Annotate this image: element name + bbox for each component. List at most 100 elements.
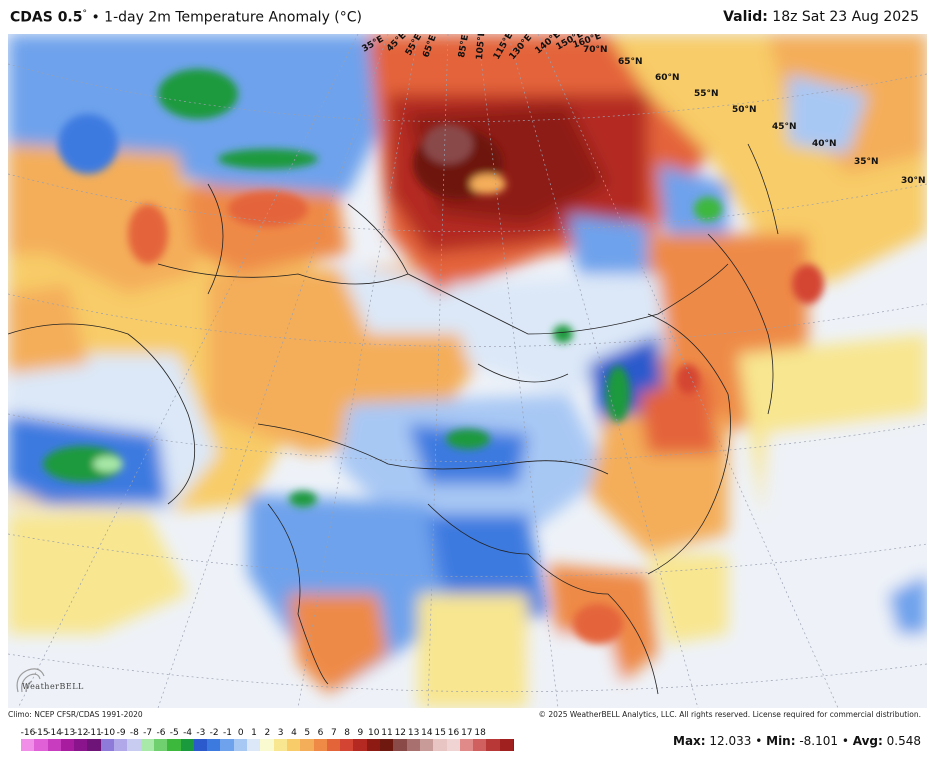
graticule: [8, 34, 927, 708]
colorbar-swatch: [60, 739, 76, 751]
avg-label: Avg:: [852, 734, 883, 748]
valid-time: Valid: 18z Sat 23 Aug 2025: [723, 9, 919, 25]
colorbar-swatch: [193, 739, 209, 751]
colorbar-swatch: [100, 739, 116, 751]
colorbar-label: 2: [264, 728, 271, 738]
colorbar-label: -16: [20, 728, 36, 738]
colorbar-swatch: [34, 739, 49, 751]
colorbar-swatch: [207, 739, 222, 751]
colorbar-label: 10: [367, 728, 380, 738]
colorbar-label: -2: [209, 728, 219, 738]
colorbar-swatch: [260, 739, 275, 751]
colorbar-label: 7: [330, 728, 337, 738]
anomaly-map[interactable]: 70°N 65°N 60°N 55°N 50°N 45°N 40°N 35°N …: [8, 34, 927, 708]
weatherbell-logo: [16, 668, 45, 693]
colorbar-swatch: [486, 739, 501, 751]
colorbar-label: 13: [407, 728, 420, 738]
colorbar-label: 4: [291, 728, 297, 738]
model-name: CDAS 0.5: [10, 9, 83, 26]
colorbar-cell: [486, 728, 501, 752]
colorbar-label: 3: [277, 728, 284, 738]
colorbar-swatch: [419, 739, 435, 751]
logo-text: WeatherBELL: [22, 682, 84, 691]
colorbar-swatch: [499, 739, 514, 751]
map-canvas: 70°N 65°N 60°N 55°N 50°N 45°N 40°N 35°N …: [8, 34, 927, 708]
stats-separator: •: [751, 734, 767, 748]
avg-value: 0.548: [882, 734, 921, 748]
lat-label: 35°N: [854, 157, 879, 167]
colorbar-swatch: [167, 739, 182, 751]
colorbar-swatch: [380, 739, 395, 751]
colorbar-label: -10: [100, 728, 116, 738]
lat-label: 55°N: [694, 89, 719, 99]
lat-label: 70°N: [583, 45, 608, 55]
lat-label: 40°N: [812, 139, 837, 149]
colorbar-swatch: [114, 739, 129, 751]
colorbar-label: -6: [156, 728, 166, 738]
copyright-note: © 2025 WeatherBELL Analytics, LLC. All r…: [538, 710, 921, 719]
colorbar-legend: -16 -15 -14 -13 -12 -11 -10 -9 -8 -7 -6 -5 -4 -3 -2 -1 0…: [21, 728, 514, 752]
anomaly-detail: [43, 69, 824, 644]
lat-labels: 70°N 65°N 60°N 55°N 50°N 45°N 40°N 35°N …: [583, 45, 926, 186]
colorbar-label: -15: [33, 728, 49, 738]
max-value: 12.033: [705, 734, 752, 748]
colorbar-swatch: [326, 739, 342, 751]
colorbar-swatch: [446, 739, 461, 751]
title-text: • 1-day 2m Temperature Anomaly (°C): [87, 9, 363, 26]
colorbar-swatch: [247, 739, 262, 751]
stats-summary: Max: 12.033 • Min: -8.101 • Avg: 0.548: [673, 734, 921, 748]
colorbar-swatch: [286, 739, 302, 751]
degree-symbol: °: [82, 9, 88, 19]
colorbar-swatch: [87, 739, 102, 751]
borders: [8, 143, 779, 695]
colorbar-label: -9: [116, 728, 126, 738]
colorbar-swatch: [353, 739, 368, 751]
colorbar-swatch: [140, 739, 155, 751]
colorbar-label: -5: [169, 728, 179, 738]
colorbar-label: 18: [474, 728, 486, 738]
valid-value: 18z Sat 23 Aug 2025: [767, 9, 919, 25]
colorbar-label: 9: [357, 728, 364, 738]
colorbar-label: 11: [381, 728, 393, 738]
lat-label: 30°N: [901, 176, 926, 186]
colorbar-swatch: [153, 739, 169, 751]
colorbar-label: 14: [421, 728, 433, 738]
colorbar-label: -7: [143, 728, 153, 738]
colorbar-swatch: [47, 739, 62, 751]
colorbar-label: -12: [73, 728, 89, 738]
colorbar-label: 6: [317, 728, 324, 738]
valid-label: Valid:: [723, 9, 768, 25]
colorbar-label: -8: [129, 728, 139, 738]
colorbar-label: -14: [47, 728, 62, 738]
min-label: Min:: [766, 734, 796, 748]
colorbar-label: -13: [60, 728, 76, 738]
stats-separator: •: [838, 734, 853, 748]
colorbar-swatch: [406, 739, 421, 751]
colorbar-swatch: [433, 739, 448, 751]
colorbar-label: 5: [304, 728, 311, 738]
colorbar-label: -3: [196, 728, 206, 738]
colorbar-swatch: [340, 739, 355, 751]
colorbar-label: 15: [434, 728, 446, 738]
colorbar-swatch: [366, 739, 382, 751]
climo-note: Climo: NCEP CFSR/CDAS 1991-2020: [8, 710, 143, 719]
colorbar-label: -1: [222, 728, 232, 738]
lat-label: 65°N: [618, 57, 643, 67]
lon-label: 85°E: [457, 34, 471, 59]
colorbar-swatch: [300, 739, 315, 751]
max-label: Max:: [673, 734, 706, 748]
colorbar-swatch: [473, 739, 488, 751]
colorbar-swatch: [127, 739, 142, 751]
colorbar-label: -11: [87, 728, 102, 738]
colorbar-label: 17: [461, 728, 473, 738]
colorbar-swatch: [220, 739, 235, 751]
colorbar-swatch: [313, 739, 328, 751]
lat-label: 45°N: [772, 122, 797, 132]
colorbar-cell: 18: [473, 728, 488, 752]
map-title: CDAS 0.5° • 1-day 2m Temperature Anomaly…: [10, 9, 362, 26]
colorbar-cell: [499, 728, 514, 752]
min-value: -8.101: [795, 734, 839, 748]
colorbar-swatch: [180, 739, 195, 751]
colorbar-swatch: [459, 739, 475, 751]
colorbar-label: 1: [251, 728, 257, 738]
